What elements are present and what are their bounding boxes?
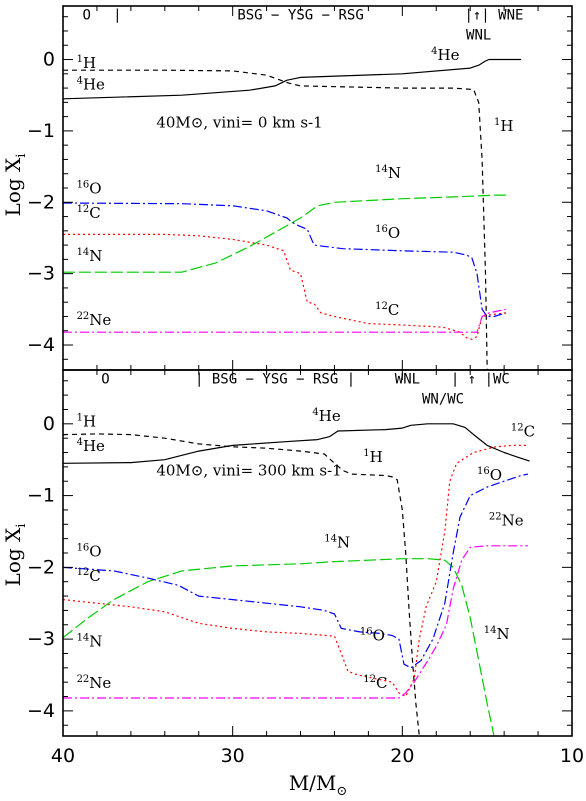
y-tick-label: −4	[27, 334, 55, 356]
species-label-Ne22_right: 22Ne	[489, 512, 524, 530]
species-label-O16_mid: 16O	[375, 224, 400, 242]
species-label-H1: 1H	[77, 413, 96, 431]
series-line-22Ne	[63, 545, 528, 699]
y-tick-label: 0	[43, 49, 55, 71]
model-label: 40M⊙, vini= 300 km s-1	[156, 461, 341, 479]
panel-top-zero-rotation: 0 −1 −2 −3 −4 O | BSG − YSG − RSG |↑| WNE WNL 40M⊙…	[27, 5, 573, 371]
model-label: 40M⊙, vini= 0 km s-1	[156, 113, 322, 131]
series-group	[63, 58, 522, 370]
y-tick-label: −3	[27, 263, 55, 285]
y-tick-label: −1	[27, 120, 55, 142]
species-label-He4_left: 4He	[77, 76, 105, 94]
y-tick-label: −1	[27, 485, 55, 507]
species-label-He4_right: 4He	[431, 46, 459, 64]
species-label-C12_right: 12C	[511, 423, 535, 441]
species-label-C12_left: 12C	[77, 204, 101, 222]
phase-label: WN/WC	[422, 392, 464, 408]
species-label-O16_left: 16O	[77, 180, 102, 198]
series-line-16O	[63, 202, 506, 318]
phase-label: |↑| WNE	[464, 8, 523, 24]
species-label-C12_mid: 12C	[363, 674, 387, 692]
species-label-C12_left: 12C	[77, 567, 101, 585]
x-tick-label: 10	[560, 745, 584, 767]
phase-label: |	[113, 8, 121, 24]
plot-frame	[62, 369, 573, 737]
species-label-H1_mid: 1H	[363, 448, 382, 466]
species-label-H1_right: 1H	[494, 117, 513, 135]
x-tick-label: 30	[221, 745, 245, 767]
series-line-22Ne	[63, 308, 506, 333]
species-label-N14_mid: 14N	[375, 164, 401, 182]
axis-ticks	[62, 370, 573, 736]
series-group	[63, 423, 530, 736]
y-axis-label-bottom: Log Xi	[1, 524, 29, 587]
series-line-12C	[63, 444, 528, 698]
series-line-16O	[63, 473, 529, 669]
species-label-N14_mid: 14N	[324, 533, 350, 551]
species-label-Ne22_left: 22Ne	[77, 311, 112, 329]
phase-label: O	[83, 8, 91, 24]
series-line-14N	[63, 194, 506, 273]
species-label-He4_mid: 4He	[312, 407, 340, 425]
x-tick-label: 40	[51, 745, 75, 767]
species-label-Ne22_left: 22Ne	[77, 674, 112, 692]
phase-label: BSG − YSG − RSG	[237, 8, 363, 24]
phase-label: WNL	[466, 28, 491, 44]
axis-ticks	[62, 6, 573, 370]
species-label-H1: 1H	[77, 54, 96, 72]
y-tick-label: 0	[43, 413, 55, 435]
phase-label: | ↑ |WC	[451, 372, 510, 388]
y-tick-label: −3	[27, 628, 55, 650]
species-label-N14_right: 14N	[484, 625, 510, 643]
species-label-N14_left: 14N	[77, 247, 103, 265]
x-tick-label: 20	[390, 745, 414, 767]
species-label-C12_mid: 12C	[375, 301, 399, 319]
y-tick-label: −2	[27, 556, 55, 578]
phase-label: | BSG − YSG − RSG |	[195, 372, 355, 388]
series-line-4He	[63, 423, 530, 464]
y-tick-label: −4	[27, 700, 55, 722]
species-label-N14_left: 14N	[77, 632, 103, 650]
panel-bottom-fast-rotation: 0 −1 −2 −3 −4 40 30 20 10 O | BSG − YSG − RSG | WNL…	[27, 369, 584, 767]
species-label-O16_mid: 16O	[360, 627, 385, 645]
x-axis-label: M/M⊙	[289, 771, 348, 799]
series-line-12C	[63, 233, 506, 340]
phase-label: WNL	[395, 372, 420, 388]
phase-label: O	[101, 372, 109, 388]
species-label-O16_left: 16O	[77, 543, 102, 561]
y-tick-label: −2	[27, 191, 55, 213]
species-label-He4_left: 4He	[77, 437, 105, 455]
y-axis-label-top: Log Xi	[1, 154, 29, 217]
species-label-O16_right: 16O	[477, 466, 502, 484]
series-line-14N	[63, 558, 495, 736]
series-line-4He	[63, 58, 522, 100]
